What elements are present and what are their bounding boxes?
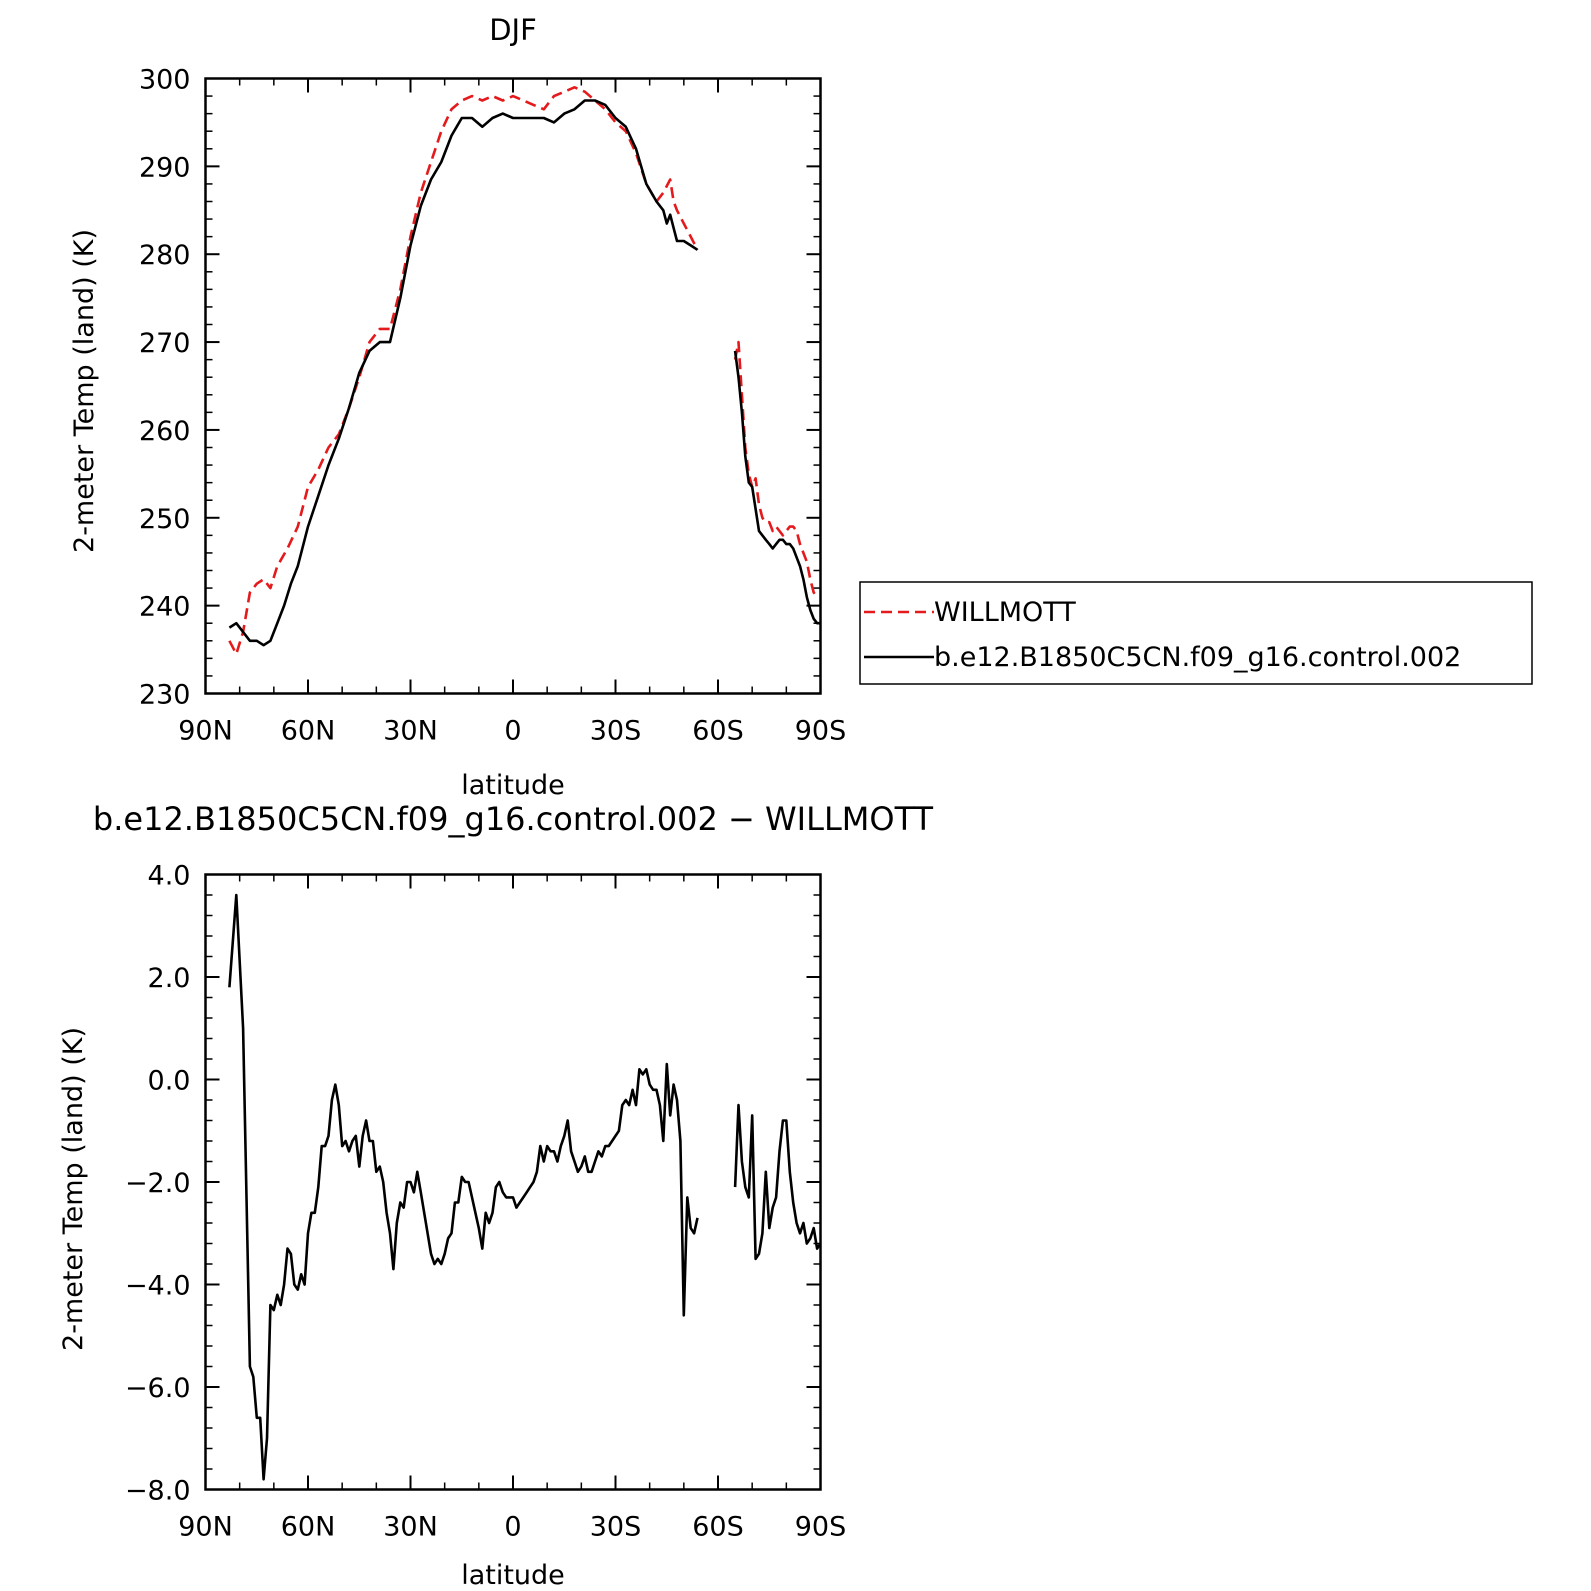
- series-lines: [228, 86, 821, 656]
- series-line-willmott: [228, 86, 699, 656]
- y-tick-label: 4.0: [148, 861, 191, 892]
- y-axis-label: 2-meter Temp (land) (K): [69, 229, 100, 553]
- y-tick-label: −4.0: [125, 1271, 191, 1302]
- y-tick-label: −6.0: [125, 1373, 191, 1404]
- x-tick-label: 0: [504, 1512, 521, 1543]
- axis-ticks: [204, 873, 822, 1491]
- y-tick-label: −2.0: [125, 1168, 191, 1199]
- chart-title: b.e12.B1850C5CN.f09_g16.control.002 − WI…: [93, 800, 934, 838]
- legend: WILLMOTT b.e12.B1850C5CN.f09_g16.control…: [859, 581, 1533, 685]
- x-tick-label: 0: [504, 716, 521, 747]
- x-tick-label: 60N: [281, 716, 336, 747]
- chart-title: DJF: [489, 13, 537, 47]
- y-tick-label: 290: [139, 152, 191, 183]
- x-tick-label: 30N: [383, 716, 438, 747]
- x-tick-label: 30S: [590, 716, 642, 747]
- y-tick-label: 250: [139, 504, 191, 535]
- y-tick-label: 270: [139, 328, 191, 359]
- plot-frame: [204, 77, 822, 695]
- y-tick-label: −8.0: [125, 1476, 191, 1507]
- series-line-b-e12-b1850c5cn-f09-g16-control-002: [733, 350, 821, 625]
- legend-box: [859, 581, 1533, 685]
- series-lines: [228, 893, 822, 1481]
- x-tick-label: 60S: [692, 716, 744, 747]
- x-tick-label: 90S: [795, 716, 847, 747]
- y-tick-label: 230: [139, 680, 191, 711]
- x-axis-label: latitude: [461, 770, 565, 801]
- y-tick-label: 260: [139, 416, 191, 447]
- x-tick-label: 90N: [178, 1512, 233, 1543]
- legend-label-willmott: WILLMOTT: [934, 597, 1076, 628]
- y-tick-label: 240: [139, 592, 191, 623]
- plot-frame: [204, 873, 822, 1491]
- x-tick-label: 90S: [795, 1512, 847, 1543]
- series-line-b-e12-b1850c5cn-f09-g16-control-002-willmott: [228, 893, 699, 1481]
- y-axis-label: 2-meter Temp (land) (K): [58, 1027, 89, 1351]
- x-tick-label: 60N: [281, 1512, 336, 1543]
- series-line-b-e12-b1850c5cn-f09-g16-control-002-willmott: [733, 1103, 822, 1261]
- legend-label-control: b.e12.B1850C5CN.f09_g16.control.002: [934, 642, 1461, 673]
- y-tick-label: 280: [139, 240, 191, 271]
- x-tick-label: 30S: [590, 1512, 642, 1543]
- x-tick-label: 30N: [383, 1512, 438, 1543]
- x-tick-label: 90N: [178, 716, 233, 747]
- y-tick-label: 0.0: [148, 1066, 191, 1097]
- series-line-b-e12-b1850c5cn-f09-g16-control-002: [228, 99, 699, 647]
- chart-difference: b.e12.B1850C5CN.f09_g16.control.002 − WI…: [58, 800, 934, 1591]
- series-line-willmott: [733, 340, 819, 598]
- axis-ticks: [204, 77, 822, 695]
- y-tick-label: 2.0: [148, 963, 191, 994]
- x-tick-label: 60S: [692, 1512, 744, 1543]
- chart-djf: DJF 2-meter Temp (land) (K) latitude 90N…: [69, 13, 846, 801]
- tick-labels: 90N 60N 30N 0 30S 60S 90S 230 240 250 260 270 280 290…: [139, 65, 846, 747]
- tick-labels: 90N 60N 30N 0 30S 60S 90S −8.0 −6.0 −4.0 −2.0 0.0 2.…: [125, 861, 846, 1543]
- y-tick-label: 300: [139, 65, 191, 96]
- x-axis-label: latitude: [461, 1560, 565, 1591]
